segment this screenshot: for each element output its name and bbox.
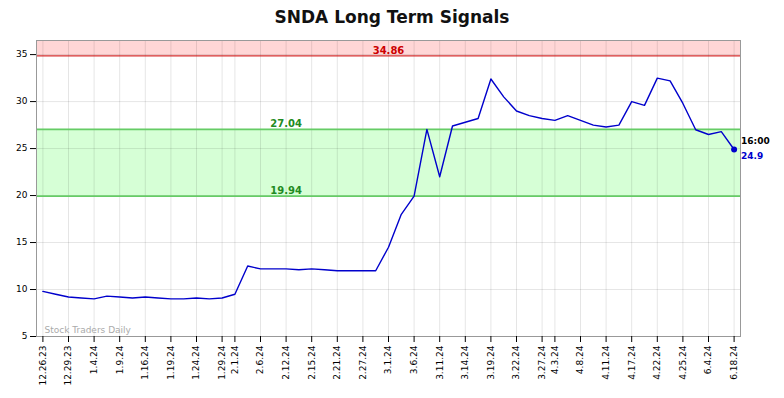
svg-text:24.9: 24.9 <box>741 151 763 161</box>
svg-text:3.6.24: 3.6.24 <box>409 345 419 374</box>
svg-text:3.14.24: 3.14.24 <box>460 345 470 380</box>
svg-text:4.17.24: 4.17.24 <box>627 345 637 380</box>
svg-text:3.11.24: 3.11.24 <box>435 345 445 380</box>
svg-text:16:00: 16:00 <box>741 136 770 146</box>
svg-text:Stock Traders Daily: Stock Traders Daily <box>45 325 132 335</box>
svg-text:3.27.24: 3.27.24 <box>537 345 547 380</box>
svg-text:35: 35 <box>16 49 27 59</box>
svg-text:25: 25 <box>16 143 27 153</box>
svg-text:30: 30 <box>16 96 28 106</box>
svg-text:34.86: 34.86 <box>373 45 405 56</box>
svg-text:6.4.24: 6.4.24 <box>703 345 713 374</box>
svg-text:2.15.24: 2.15.24 <box>307 345 317 380</box>
html-text:SNDA Long Term Signals: SNDA Long Term Signals <box>274 7 510 27</box>
svg-text:3.22.24: 3.22.24 <box>511 345 521 380</box>
svg-text:1.24.24: 1.24.24 <box>191 345 201 380</box>
svg-text:4.11.24: 4.11.24 <box>601 345 611 380</box>
svg-text:2.6.24: 2.6.24 <box>255 345 265 374</box>
svg-text:1.4.24: 1.4.24 <box>89 345 99 374</box>
svg-text:2.1.24: 2.1.24 <box>230 345 240 374</box>
svg-text:4.22.24: 4.22.24 <box>652 345 662 380</box>
svg-text:2.12.24: 2.12.24 <box>281 345 291 380</box>
svg-text:6.18.24: 6.18.24 <box>729 345 739 380</box>
svg-text:12.29.23: 12.29.23 <box>63 346 73 386</box>
svg-text:5: 5 <box>22 331 28 341</box>
svg-text:2.21.24: 2.21.24 <box>332 345 342 380</box>
svg-text:15: 15 <box>16 237 27 247</box>
svg-text:12.26.23: 12.26.23 <box>38 346 48 386</box>
svg-text:3.1.24: 3.1.24 <box>383 345 393 374</box>
svg-text:1.19.24: 1.19.24 <box>166 345 176 380</box>
svg-text:1.9.24: 1.9.24 <box>115 345 125 374</box>
svg-text:20: 20 <box>16 190 28 200</box>
svg-text:10: 10 <box>16 284 28 294</box>
svg-text:4.25.24: 4.25.24 <box>678 345 688 380</box>
svg-text:1.16.24: 1.16.24 <box>140 345 150 380</box>
svg-text:1.29.24: 1.29.24 <box>217 345 227 380</box>
svg-text:27.04: 27.04 <box>270 118 302 129</box>
svg-text:4.8.24: 4.8.24 <box>575 345 585 374</box>
svg-text:2.27.24: 2.27.24 <box>358 345 368 380</box>
svg-text:19.94: 19.94 <box>270 185 302 196</box>
svg-text:4.3.24: 4.3.24 <box>550 345 560 374</box>
svg-text:3.19.24: 3.19.24 <box>486 345 496 380</box>
